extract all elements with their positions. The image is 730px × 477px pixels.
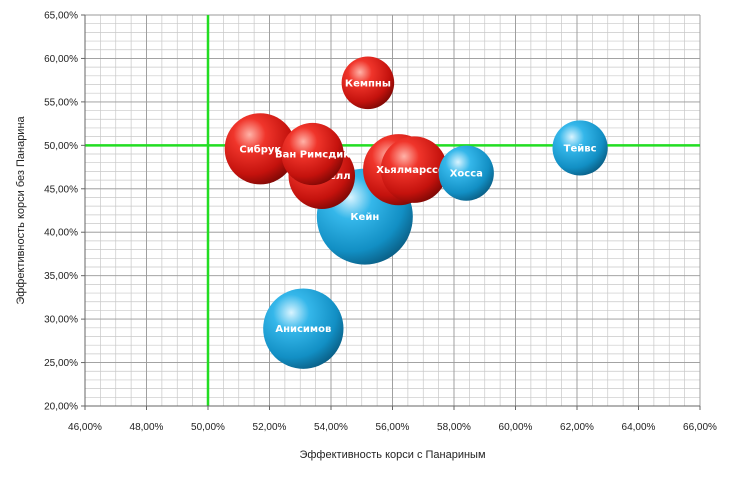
y-tick-label: 35,00%	[44, 271, 78, 282]
bubble: Хосса	[438, 145, 494, 201]
x-tick-label: 66,00%	[683, 422, 717, 433]
bubble-circle	[341, 56, 395, 110]
bubble-circle	[552, 120, 608, 176]
bubble-circle	[224, 113, 296, 185]
bubble-label: Хьялмарссон	[376, 165, 452, 176]
bubble-label: Тейвс	[564, 143, 597, 154]
bubble-label: Сибрук	[239, 143, 281, 155]
x-tick-label: 48,00%	[130, 422, 164, 433]
axes: 46,00% 48,00% 50,00% 52,00% 54,00% 56,00% 58,0…	[44, 11, 717, 434]
x-tick-label: 62,00%	[560, 422, 594, 433]
bubble-circle	[380, 136, 448, 203]
y-tick-label: 50,00%	[44, 141, 78, 152]
y-tick-label: 40,00%	[44, 228, 78, 239]
bubble-label: Кейн	[350, 212, 379, 223]
bubble-circle	[263, 288, 344, 369]
bubble-circle	[281, 122, 344, 186]
bubble: Хьялмарссон	[376, 136, 452, 203]
bubble: Тейвс	[552, 120, 608, 176]
bubble: Ван Римсдик	[275, 122, 350, 186]
x-tick-label: 52,00%	[253, 422, 287, 433]
x-axis-title: Эффективность корси с Панариным	[299, 449, 485, 461]
y-tick-label: 25,00%	[44, 358, 78, 369]
y-axis-title: Эффективность корси без Панарина	[15, 115, 27, 304]
y-tick-label: 55,00%	[44, 97, 78, 108]
y-tick-label: 60,00%	[44, 54, 78, 65]
x-tick-label: 60,00%	[499, 422, 533, 433]
x-tick-label: 64,00%	[622, 422, 656, 433]
bubble-label: Хосса	[450, 169, 483, 180]
x-tick-label: 56,00%	[376, 422, 410, 433]
x-tick-label: 54,00%	[314, 422, 348, 433]
x-tick-label: 58,00%	[437, 422, 471, 433]
y-tick-label: 45,00%	[44, 184, 78, 195]
bubble-label: Анисимов	[275, 324, 331, 335]
bubbles: КейнАнисимовСибрукКитКэмпбеллХьялмарссон…	[224, 56, 608, 369]
bubble-label: Кемпны	[345, 78, 391, 89]
y-tick-label: 20,00%	[44, 402, 78, 413]
bubble: Кемпны	[341, 56, 395, 110]
bubble: Анисимов	[263, 288, 344, 369]
x-tick-label: 50,00%	[191, 422, 225, 433]
bubble-circle	[438, 145, 494, 201]
y-tick-label: 30,00%	[44, 315, 78, 326]
bubble: Сибрук	[224, 113, 296, 185]
y-tick-label: 65,00%	[44, 11, 78, 22]
x-tick-label: 46,00%	[68, 422, 102, 433]
bubble-label: Ван Римсдик	[275, 150, 350, 161]
